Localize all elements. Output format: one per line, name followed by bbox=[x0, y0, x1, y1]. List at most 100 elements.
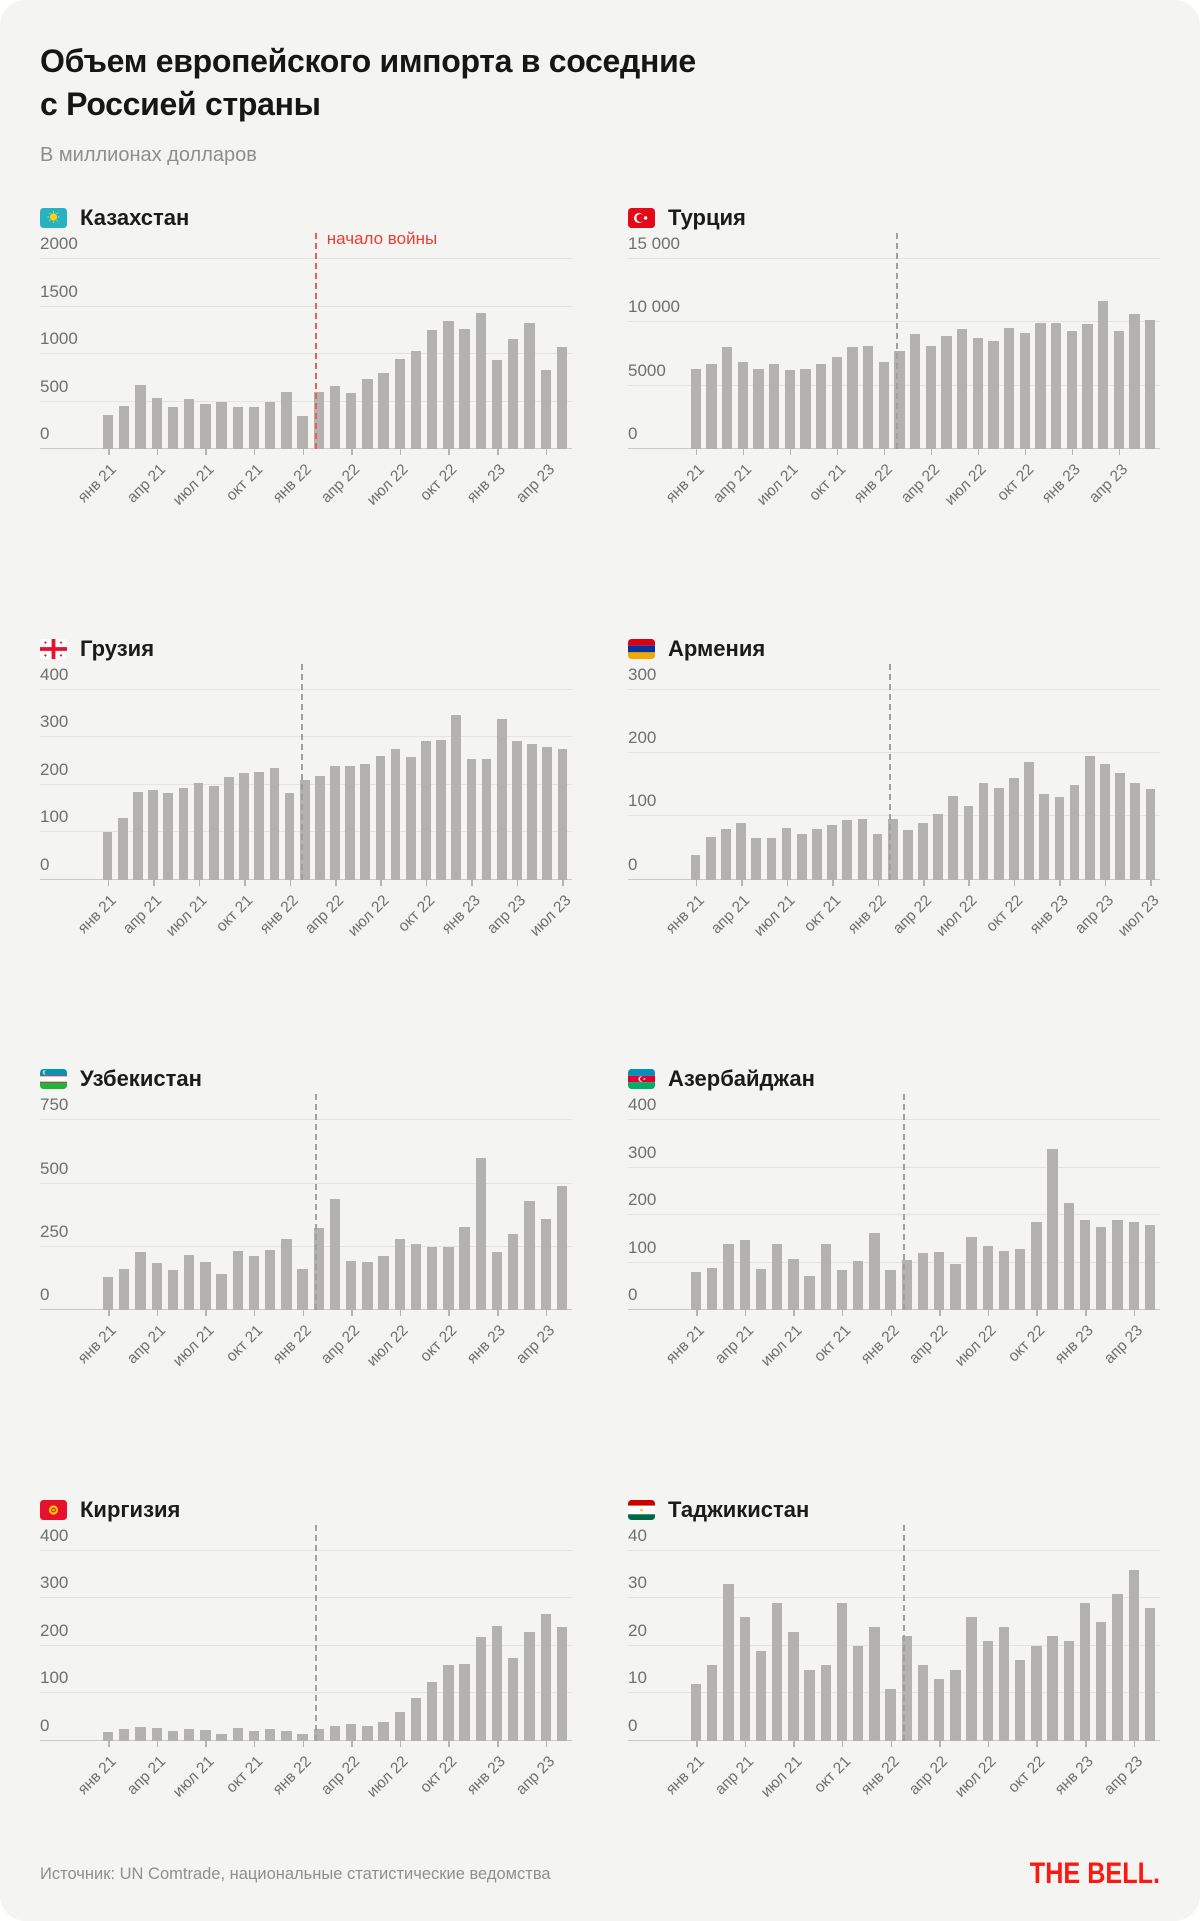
y-tick-label: 200 bbox=[628, 1190, 657, 1210]
bar bbox=[410, 1698, 422, 1741]
bar bbox=[557, 749, 568, 880]
bar bbox=[796, 834, 807, 880]
x-tick-label: окт 21 bbox=[810, 1752, 854, 1797]
bar bbox=[410, 1244, 422, 1311]
x-tick bbox=[380, 879, 382, 886]
x-tick-label: янв 23 bbox=[464, 1322, 510, 1368]
x-tick-label: апр 23 bbox=[1100, 1752, 1146, 1799]
bar bbox=[902, 830, 913, 880]
bar bbox=[119, 1729, 130, 1741]
x-tick bbox=[545, 449, 548, 455]
x-tick-label: окт 22 bbox=[417, 1322, 461, 1366]
bar bbox=[788, 1631, 799, 1741]
bar bbox=[917, 1664, 929, 1741]
bar bbox=[1112, 1220, 1123, 1311]
bar bbox=[297, 1733, 308, 1741]
x-tick-label: июл 21 bbox=[754, 461, 802, 509]
y-tick-label: 30 bbox=[628, 1573, 647, 1593]
bar bbox=[972, 338, 983, 449]
x-tick bbox=[1104, 879, 1107, 886]
bar bbox=[427, 1247, 438, 1311]
x-tick-label: апр 23 bbox=[512, 1322, 558, 1368]
x-tick bbox=[289, 879, 292, 886]
y-tick-label: 20 bbox=[628, 1620, 647, 1640]
bar bbox=[1066, 331, 1077, 449]
x-tick-label: янв 21 bbox=[662, 891, 708, 937]
x-tick-label: апр 22 bbox=[317, 1752, 364, 1799]
war-divider-line bbox=[895, 233, 898, 449]
bar bbox=[847, 347, 858, 449]
y-tick-label: 500 bbox=[40, 376, 69, 396]
bar bbox=[1047, 1636, 1058, 1741]
x-tick-label: июл 23 bbox=[1114, 891, 1163, 940]
bar bbox=[690, 368, 701, 449]
x-tick bbox=[545, 1740, 548, 1747]
y-tick-label: 500 bbox=[40, 1158, 69, 1178]
x-tick bbox=[930, 449, 933, 455]
x-tick-label: апр 21 bbox=[123, 1752, 169, 1799]
x-tick-label: июл 21 bbox=[757, 1752, 806, 1801]
bar bbox=[993, 788, 1004, 880]
source-note: Источник: UN Comtrade, национальные стат… bbox=[40, 1864, 551, 1883]
bar bbox=[804, 1276, 815, 1311]
bars-area bbox=[688, 663, 1158, 886]
bar bbox=[723, 1584, 734, 1741]
x-tick-label: янв 22 bbox=[844, 891, 890, 937]
x-tick bbox=[742, 449, 745, 455]
ge-flag-icon bbox=[40, 638, 67, 659]
bar bbox=[1129, 314, 1140, 449]
bar bbox=[378, 1721, 389, 1741]
bar bbox=[852, 1261, 864, 1311]
bar bbox=[857, 819, 868, 880]
bar bbox=[346, 1724, 357, 1741]
bar bbox=[394, 1239, 405, 1311]
bar bbox=[481, 759, 492, 880]
bar bbox=[910, 334, 921, 449]
x-tick bbox=[968, 879, 970, 886]
x-tick bbox=[108, 1310, 110, 1317]
bar bbox=[491, 360, 503, 449]
bar bbox=[527, 744, 537, 880]
x-tick bbox=[1133, 1740, 1136, 1747]
x-tick-label: июл 22 bbox=[952, 1322, 1000, 1371]
bar bbox=[224, 777, 234, 880]
bar bbox=[804, 1669, 815, 1741]
bar bbox=[135, 1726, 146, 1741]
bar bbox=[508, 1657, 519, 1741]
y-tick-label: 250 bbox=[40, 1221, 69, 1241]
y-tick-label: 0 bbox=[628, 1285, 638, 1305]
gridline bbox=[40, 1692, 572, 1694]
bar bbox=[1019, 333, 1030, 449]
gridline bbox=[628, 384, 1160, 386]
gridline bbox=[628, 1119, 1160, 1121]
x-tick-label: июл 22 bbox=[952, 1752, 1000, 1801]
x-tick bbox=[890, 1740, 893, 1747]
bar bbox=[723, 1243, 734, 1311]
x-tick-label: апр 21 bbox=[711, 1752, 757, 1799]
bar bbox=[827, 824, 837, 880]
y-tick-label: 0 bbox=[628, 1715, 638, 1735]
plot-area: 400 300 200 100 0 bbox=[628, 1094, 1160, 1317]
bar bbox=[753, 369, 764, 449]
x-tick bbox=[695, 449, 698, 455]
x-tick bbox=[741, 879, 743, 886]
x-tick bbox=[497, 449, 499, 455]
bar bbox=[836, 1269, 848, 1311]
gridline bbox=[628, 448, 1160, 449]
x-tick-label: янв 22 bbox=[256, 891, 302, 937]
bar bbox=[1115, 773, 1125, 880]
y-tick-label: 400 bbox=[40, 1525, 69, 1545]
bar bbox=[722, 347, 733, 449]
gridline bbox=[40, 400, 572, 402]
bar bbox=[1015, 1660, 1026, 1741]
bar bbox=[690, 854, 701, 880]
country-name: Таджикистан bbox=[668, 1496, 810, 1522]
bar bbox=[496, 718, 507, 880]
chart-header: Армения bbox=[628, 634, 1160, 664]
bar bbox=[998, 1250, 1010, 1311]
bar bbox=[329, 1198, 341, 1311]
bar bbox=[771, 1603, 783, 1741]
war-divider-line bbox=[902, 1524, 905, 1741]
x-tick bbox=[1013, 879, 1016, 886]
x-tick bbox=[253, 1310, 256, 1317]
